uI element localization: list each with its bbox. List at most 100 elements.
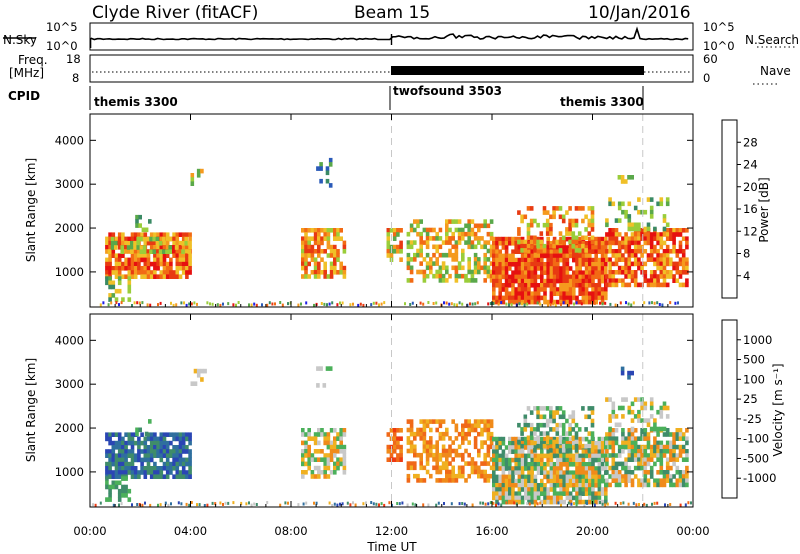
heatmap-cell: [581, 295, 586, 301]
heatmap-cell: [624, 478, 628, 483]
heatmap-cell: [540, 245, 544, 250]
heatmap-cell: [339, 432, 343, 437]
heatmap-cell: [542, 443, 547, 449]
heatmap-cell: [584, 235, 588, 241]
heatmap-cell: [549, 418, 553, 424]
heatmap-cell: [117, 240, 122, 246]
heatmap-cell: [565, 470, 570, 475]
heatmap-cell: [473, 461, 478, 466]
heatmap-cell: [577, 206, 582, 211]
heatmap-cell: [451, 265, 455, 271]
heatmap-cell: [140, 440, 144, 446]
heatmap-cell: [591, 441, 595, 446]
heatmap-cell: [649, 240, 654, 246]
heatmap-cell: [591, 266, 595, 271]
heatmap-cell: [409, 448, 414, 454]
heatmap-cell: [630, 226, 635, 232]
heatmap-cell: [581, 478, 586, 484]
heatmap-cell: [633, 453, 638, 458]
heatmap-cell: [523, 418, 528, 424]
heatmap-cell: [511, 487, 515, 492]
heatmap-cell: [137, 445, 141, 450]
heatmap-cell: [549, 278, 554, 284]
heatmap-cell: [108, 470, 112, 475]
heatmap-cell: [172, 236, 176, 242]
heatmap-cell: [530, 249, 534, 254]
heatmap-cell: [600, 462, 605, 467]
heatmap-cell: [287, 302, 289, 306]
heatmap-cell: [304, 440, 308, 446]
heatmap-cell: [597, 270, 602, 275]
heatmap-cell: [627, 201, 632, 207]
heatmap-cell: [608, 278, 612, 283]
heatmap-cell: [594, 262, 598, 267]
heatmap-cell: [448, 273, 452, 279]
heatmap-cell: [501, 491, 506, 496]
heatmap-cell: [614, 249, 619, 254]
heatmap-cell: [568, 491, 573, 496]
heatmap-cell: [489, 236, 494, 241]
heatmap-cell: [429, 452, 433, 458]
heatmap-cell: [578, 491, 582, 496]
heatmap-cell: [659, 478, 664, 483]
heatmap-cell: [659, 405, 664, 411]
heatmap-cell: [467, 240, 471, 245]
heatmap-cell: [188, 432, 192, 437]
heatmap-cell: [685, 474, 689, 479]
heatmap-cell: [425, 448, 430, 454]
heatmap-cell: [624, 214, 628, 219]
heatmap-cell: [495, 274, 499, 280]
heatmap-cell: [662, 218, 667, 223]
heatmap-cell: [317, 244, 321, 250]
heatmap-cell: [665, 274, 670, 279]
heatmap-cell: [501, 457, 506, 463]
heatmap-cell: [162, 440, 167, 446]
heatmap-cell: [517, 239, 521, 245]
heatmap-cell: [501, 462, 506, 467]
heatmap-cell: [546, 249, 550, 254]
heatmap-cell: [581, 270, 586, 275]
heatmap-cell: [584, 270, 589, 275]
heatmap-cell: [621, 449, 625, 454]
heatmap-cell: [611, 282, 616, 288]
heatmap-cell: [653, 244, 657, 250]
heatmap-cell: [517, 449, 522, 454]
heatmap-cell: [495, 462, 499, 467]
heatmap-cell: [175, 303, 178, 307]
heatmap-cell: [571, 435, 576, 441]
heatmap-cell: [578, 466, 582, 471]
heatmap-cell: [470, 427, 475, 433]
heatmap-cell: [178, 453, 183, 458]
heatmap-cell: [336, 236, 340, 241]
heatmap-cell: [328, 183, 333, 188]
heatmap-cell: [441, 252, 446, 258]
heatmap-cell: [527, 253, 531, 259]
heatmap-cell: [124, 470, 128, 475]
heatmap-cell: [336, 461, 340, 467]
heatmap-cell: [536, 457, 541, 463]
heatmap-cell: [605, 222, 609, 228]
heatmap-cell: [307, 457, 311, 462]
heatmap-cell: [188, 440, 192, 446]
heatmap-cell: [501, 295, 506, 301]
heatmap-cell: [552, 439, 556, 445]
heatmap-cell: [640, 457, 644, 462]
heatmap-cell: [578, 445, 582, 450]
heatmap-cell: [591, 487, 595, 492]
heatmap-cell: [520, 466, 525, 471]
heatmap-cell: [581, 462, 586, 467]
heatmap-cell: [114, 432, 119, 437]
heatmap-cell: [578, 483, 582, 488]
heatmap-cell: [562, 270, 566, 275]
heatmap-cell: [304, 249, 308, 254]
heatmap-cell: [445, 452, 449, 458]
heatmap-cell: [584, 283, 589, 288]
heatmap-cell: [323, 461, 327, 467]
heatmap-cell: [617, 253, 622, 258]
heatmap-cell: [127, 280, 132, 286]
heatmap-cell: [127, 466, 132, 471]
heatmap-cell: [597, 436, 602, 442]
heatmap-cell: [153, 245, 157, 250]
heatmap-cell: [588, 241, 592, 246]
heatmap-cell: [533, 427, 537, 432]
